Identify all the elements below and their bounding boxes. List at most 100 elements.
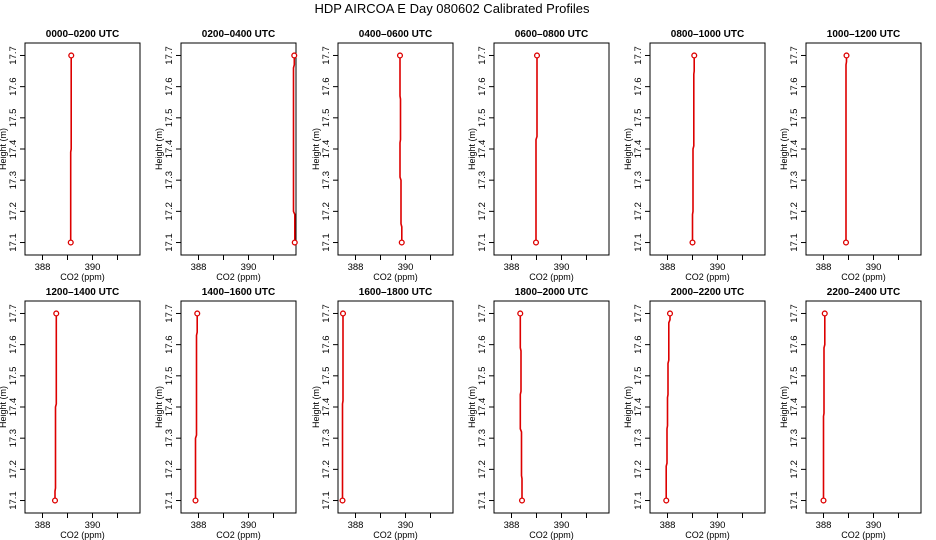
y-tick-label: 17.2 — [164, 460, 175, 479]
profile-line — [292, 55, 296, 243]
y-tick-label: 17.5 — [789, 109, 800, 128]
y-tick-label: 17.1 — [789, 491, 800, 510]
profile-line — [399, 55, 403, 243]
profile-line — [69, 55, 72, 243]
plot-frame — [337, 42, 454, 256]
y-tick-label: 17.3 — [477, 171, 488, 190]
figure-title: HDP AIRCOA E Day 080602 Calibrated Profi… — [314, 1, 590, 16]
y-tick-label: 17.7 — [164, 46, 175, 65]
y-tick-label: 17.2 — [789, 460, 800, 479]
profile-panel: 0000–0200 UTC 17.1 17.2 17.3 17.4 17.5 17.6 17.… — [0, 29, 141, 282]
x-tick-label: 388 — [660, 262, 676, 273]
panel-title: 0800–1000 UTC — [671, 29, 744, 40]
y-tick-label: 17.2 — [789, 202, 800, 221]
y-tick-label: 17.6 — [164, 77, 175, 96]
y-tick-label: 17.2 — [164, 202, 175, 221]
y-tick-label: 17.2 — [477, 202, 488, 221]
y-tick-label: 17.1 — [477, 233, 488, 252]
profile-panel: 2200–2400 UTC 17.1 17.2 17.3 17.4 17.5 17.6 17.… — [779, 287, 922, 540]
plot-frame — [493, 300, 610, 514]
y-tick-label: 17.2 — [321, 460, 332, 479]
plot-frame — [337, 300, 454, 514]
data-point — [67, 239, 74, 246]
y-tick-label: 17.3 — [789, 429, 800, 448]
y-tick-label: 17.5 — [8, 109, 19, 128]
y-tick-label: 17.5 — [8, 367, 19, 386]
y-tick-label: 17.1 — [164, 491, 175, 510]
y-tick-label: 17.5 — [321, 109, 332, 128]
y-tick-label: 17.4 — [164, 140, 175, 159]
y-tick-label: 17.7 — [164, 304, 175, 323]
y-tick-label: 17.5 — [633, 367, 644, 386]
y-tick-label: 17.3 — [321, 429, 332, 448]
panel-title: 0200–0400 UTC — [202, 29, 275, 40]
profile-panel: 1000–1200 UTC 17.1 17.2 17.3 17.4 17.5 17.6 17.… — [779, 29, 922, 282]
data-point — [843, 52, 850, 59]
plot-frame — [493, 42, 610, 256]
plot-frame — [805, 42, 922, 256]
plot-frame — [24, 42, 141, 256]
data-point — [663, 497, 670, 504]
profile-line — [54, 313, 58, 501]
plot-frame — [180, 42, 297, 256]
y-tick-label: 17.7 — [8, 304, 19, 323]
y-tick-label: 17.3 — [789, 171, 800, 190]
panel-title: 1600–1800 UTC — [359, 287, 432, 298]
y-axis-label: Height (m) — [0, 386, 8, 428]
y-tick-label: 17.6 — [477, 335, 488, 354]
y-tick-label: 17.7 — [321, 304, 332, 323]
x-axis-label: CO2 (ppm) — [216, 272, 261, 282]
x-tick-label: 390 — [241, 520, 257, 531]
profile-panel: 1200–1400 UTC 17.1 17.2 17.3 17.4 17.5 17.6 17.… — [0, 287, 141, 540]
x-tick-label: 388 — [35, 520, 51, 531]
y-tick-label: 17.7 — [633, 46, 644, 65]
data-point — [820, 497, 827, 504]
x-axis-label: CO2 (ppm) — [841, 530, 886, 540]
profile-line — [341, 313, 344, 501]
y-tick-label: 17.4 — [789, 140, 800, 159]
profile-panel: 0200–0400 UTC 17.1 17.2 17.3 17.4 17.5 17.6 17.… — [154, 29, 298, 282]
y-tick-label: 17.5 — [789, 367, 800, 386]
x-tick-label: 390 — [398, 262, 414, 273]
data-point — [68, 52, 75, 59]
y-tick-label: 17.6 — [789, 77, 800, 96]
y-tick-label: 17.7 — [321, 46, 332, 65]
y-tick-label: 17.5 — [164, 367, 175, 386]
y-tick-label: 17.1 — [8, 233, 19, 252]
panel-title: 0400–0600 UTC — [359, 29, 432, 40]
data-point — [291, 239, 298, 246]
data-point — [291, 52, 298, 59]
y-tick-label: 17.6 — [164, 335, 175, 354]
panel-title: 0000–0200 UTC — [46, 29, 119, 40]
y-tick-label: 17.6 — [633, 335, 644, 354]
y-tick-label: 17.3 — [164, 171, 175, 190]
profile-line — [519, 313, 523, 501]
x-axis-label: CO2 (ppm) — [60, 530, 105, 540]
profile-panel: 1600–1800 UTC 17.1 17.2 17.3 17.4 17.5 17.6 17.… — [311, 287, 454, 540]
y-tick-label: 17.3 — [8, 429, 19, 448]
panel-title: 2000–2200 UTC — [671, 287, 744, 298]
x-tick-label: 388 — [348, 262, 364, 273]
y-tick-label: 17.6 — [633, 77, 644, 96]
y-tick-label: 17.5 — [164, 109, 175, 128]
x-axis-label: CO2 (ppm) — [841, 272, 886, 282]
y-tick-label: 17.3 — [633, 429, 644, 448]
panel-title: 1800–2000 UTC — [515, 287, 588, 298]
profile-line — [822, 313, 826, 501]
x-tick-label: 390 — [398, 520, 414, 531]
y-tick-label: 17.7 — [789, 304, 800, 323]
x-tick-label: 388 — [348, 520, 364, 531]
x-tick-label: 390 — [554, 262, 570, 273]
y-axis-label: Height (m) — [623, 128, 633, 170]
y-tick-label: 17.1 — [321, 491, 332, 510]
plot-frame — [180, 300, 297, 514]
x-tick-label: 388 — [191, 520, 207, 531]
data-point — [192, 497, 199, 504]
data-point — [518, 497, 526, 504]
y-tick-label: 17.1 — [633, 233, 644, 252]
y-axis-label: Height (m) — [154, 386, 164, 428]
data-point — [339, 310, 347, 317]
y-tick-label: 17.5 — [321, 367, 332, 386]
y-tick-label: 17.3 — [321, 171, 332, 190]
